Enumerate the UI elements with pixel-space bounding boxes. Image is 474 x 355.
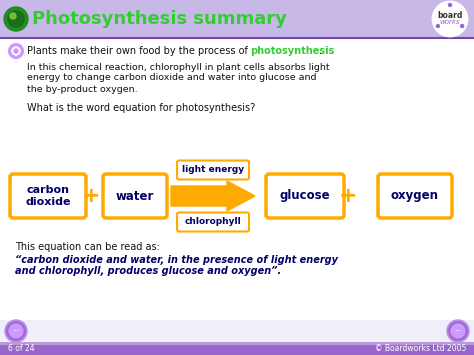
Text: Plants make their own food by the process of: Plants make their own food by the proces… (27, 46, 251, 56)
Circle shape (4, 7, 28, 31)
Bar (0, 342, 474, 355)
Text: Photosynthesis summary: Photosynthesis summary (32, 10, 287, 28)
Text: In this chemical reaction, chlorophyll in plant cells absorbs light: In this chemical reaction, chlorophyll i… (27, 62, 329, 71)
Circle shape (451, 324, 465, 338)
Text: This equation can be read as:: This equation can be read as: (15, 242, 160, 252)
Text: ···: ··· (455, 328, 462, 333)
Circle shape (461, 24, 464, 27)
Text: photosynthesis: photosynthesis (250, 46, 334, 56)
Circle shape (14, 49, 18, 53)
Circle shape (5, 320, 27, 342)
Text: works: works (440, 19, 460, 25)
Circle shape (10, 13, 16, 19)
Circle shape (7, 322, 25, 340)
Text: oxygen: oxygen (391, 190, 439, 202)
Text: and chlorophyll, produces glucose and oxygen”.: and chlorophyll, produces glucose and ox… (15, 266, 281, 276)
Bar (0, 320, 474, 342)
Text: +: + (82, 186, 100, 206)
Bar (0, 0, 474, 38)
Circle shape (433, 2, 467, 36)
Text: © Boardworks Ltd 2005: © Boardworks Ltd 2005 (374, 344, 466, 353)
Text: .: . (319, 46, 322, 56)
Text: the by-product oxygen.: the by-product oxygen. (27, 84, 137, 93)
Text: glucose: glucose (280, 190, 330, 202)
FancyBboxPatch shape (177, 213, 249, 231)
FancyBboxPatch shape (103, 174, 167, 218)
FancyBboxPatch shape (266, 174, 344, 218)
Text: “carbon dioxide and water, in the presence of light energy: “carbon dioxide and water, in the presen… (15, 255, 338, 265)
FancyArrow shape (171, 181, 255, 211)
Text: ···: ··· (12, 328, 19, 333)
Text: energy to change carbon dioxide and water into glucose and: energy to change carbon dioxide and wate… (27, 73, 317, 82)
Circle shape (9, 44, 23, 58)
FancyBboxPatch shape (378, 174, 452, 218)
Circle shape (8, 11, 24, 27)
Text: What is the word equation for photosynthesis?: What is the word equation for photosynth… (27, 103, 255, 113)
FancyBboxPatch shape (177, 160, 249, 180)
Text: water: water (116, 190, 154, 202)
Circle shape (437, 24, 439, 27)
Text: 6 of 24: 6 of 24 (8, 344, 35, 353)
Circle shape (449, 322, 467, 340)
Bar (0, 342, 474, 345)
Circle shape (447, 320, 469, 342)
Circle shape (448, 4, 452, 6)
Circle shape (9, 324, 23, 338)
Circle shape (12, 47, 20, 55)
Text: carbon
dioxide: carbon dioxide (25, 185, 71, 207)
Text: board: board (438, 11, 463, 20)
Bar (0, 38, 474, 320)
Text: +: + (339, 186, 357, 206)
FancyBboxPatch shape (10, 174, 86, 218)
Text: chlorophyll: chlorophyll (185, 218, 241, 226)
Text: light energy: light energy (182, 165, 244, 175)
